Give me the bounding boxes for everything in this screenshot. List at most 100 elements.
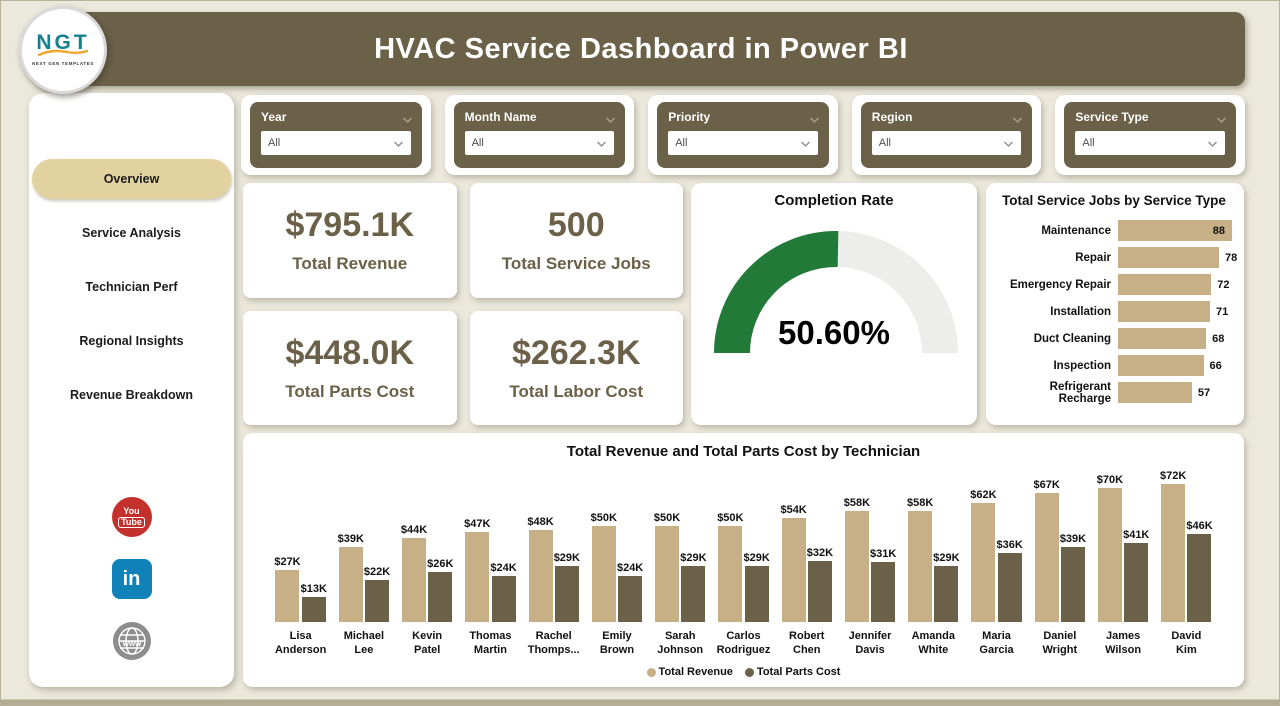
sidebar-spacer	[32, 415, 231, 497]
bar-value-label: $47K	[464, 517, 491, 530]
total-revenue-bar[interactable]	[338, 547, 363, 622]
total-parts-cost-bar[interactable]	[871, 562, 896, 622]
technician-x-label: Emily Brown	[599, 630, 635, 656]
total-parts-cost-bar[interactable]	[997, 552, 1022, 622]
chart-legend: Total Revenue Total Parts Cost	[269, 666, 1218, 678]
filter-card-priority: Priority All	[657, 102, 829, 168]
total-parts-cost-bar[interactable]	[934, 566, 959, 622]
service-type-bar[interactable]	[1118, 247, 1220, 268]
total-parts-cost-bar[interactable]	[807, 560, 832, 622]
total-parts-cost-bar[interactable]	[681, 566, 706, 622]
technician-x-label: Kevin Patel	[412, 630, 443, 656]
bar-value-label: $41K	[1123, 529, 1150, 542]
total-parts-cost-bar[interactable]	[554, 566, 579, 622]
gauge-title: Completion Rate	[774, 192, 894, 209]
bar-value-label: $29K	[933, 552, 960, 565]
service-type-label: Refrigerant Recharge	[1049, 380, 1111, 405]
total-parts-cost-bar[interactable]	[491, 575, 516, 622]
bar-value-label: 72	[1217, 278, 1230, 291]
total-revenue-bar[interactable]	[1034, 493, 1059, 622]
total-revenue-bar[interactable]	[1161, 483, 1186, 622]
sidebar-item-technician-perf[interactable]: Technician Perf	[85, 280, 178, 294]
legend-item-total-parts-cost[interactable]: Total Parts Cost	[744, 666, 841, 678]
chevron-down-icon[interactable]	[402, 110, 413, 128]
service-type-bar[interactable]	[1118, 274, 1212, 295]
bar-value-label: $31K	[870, 548, 897, 561]
total-parts-cost-column: $39K	[1060, 533, 1086, 622]
bar-value-label: 68	[1212, 332, 1225, 345]
total-revenue-column: $50K	[654, 512, 680, 622]
year-dropdown[interactable]: All	[261, 131, 411, 155]
total-revenue-bar[interactable]	[528, 529, 553, 622]
total-revenue-bar[interactable]	[1097, 487, 1122, 622]
total-parts-cost-bar[interactable]	[618, 575, 643, 622]
bar-value-label: $24K	[616, 561, 644, 574]
total-revenue-column: $39K	[338, 533, 364, 622]
bar-value-label: $62K	[970, 488, 997, 501]
service-type-row-repair: Repair 78	[996, 244, 1237, 271]
total-parts-cost-bar[interactable]	[365, 579, 390, 622]
total-parts-cost-bar[interactable]	[744, 566, 769, 622]
total-parts-cost-bar[interactable]	[1060, 547, 1085, 622]
bar-value-label: $13K	[300, 583, 327, 596]
chevron-down-icon[interactable]	[809, 110, 820, 128]
service-type-bar[interactable]	[1118, 328, 1207, 349]
sidebar-item-service-analysis[interactable]: Service Analysis	[82, 226, 181, 240]
bar-value-label: $44K	[400, 523, 428, 536]
sidebar-item-revenue-breakdown[interactable]: Revenue Breakdown	[70, 388, 193, 402]
service-type-bar[interactable]	[1118, 382, 1192, 403]
total-revenue-bar[interactable]	[591, 526, 616, 622]
website-icon[interactable]: www	[112, 621, 152, 661]
service-type-bar[interactable]	[1118, 220, 1232, 241]
technician-x-label: Rachel Thomps...	[527, 630, 580, 656]
total-parts-cost-column: $46K	[1186, 520, 1213, 622]
technician-x-label: Jennifer Davis	[848, 630, 892, 656]
total-revenue-bar[interactable]	[781, 518, 806, 622]
svg-text:www: www	[121, 639, 141, 648]
total-parts-cost-bar[interactable]	[1187, 533, 1212, 622]
kpi-card-total-parts-cost: $448.0K Total Parts Cost	[243, 310, 457, 425]
linkedin-icon[interactable]: in	[111, 559, 152, 599]
sidebar-item-regional-insights[interactable]: Regional Insights	[79, 334, 184, 348]
total-parts-cost-column: $31K	[870, 548, 896, 622]
total-revenue-bar[interactable]	[465, 531, 490, 622]
total-revenue-bar[interactable]	[402, 537, 426, 622]
total-revenue-bar[interactable]	[908, 510, 933, 622]
bar-track: 57	[1118, 382, 1232, 403]
logo-subtext: NEXT GEN TEMPLATES	[32, 61, 94, 66]
technician-x-label: Thomas Martin	[469, 630, 512, 656]
total-parts-cost-bar[interactable]	[1124, 543, 1149, 622]
service-type-bar[interactable]	[1118, 355, 1204, 376]
region-dropdown[interactable]: All	[871, 131, 1022, 155]
total-revenue-bar[interactable]	[971, 502, 996, 622]
month-name-dropdown[interactable]: All	[464, 131, 615, 155]
chevron-down-icon[interactable]	[605, 110, 616, 128]
service-type-bar[interactable]	[1118, 301, 1210, 322]
total-parts-cost-bar[interactable]	[301, 597, 326, 622]
service-type-dropdown[interactable]: All	[1075, 131, 1225, 155]
total-revenue-bar[interactable]	[275, 570, 300, 622]
bar-value-label: $32K	[806, 546, 834, 559]
social-links: You Tube in www	[32, 497, 231, 661]
total-parts-cost-column: $36K	[997, 539, 1023, 622]
total-revenue-bar[interactable]	[655, 526, 680, 622]
kpi-value: 500	[547, 206, 605, 245]
page-title: HVAC Service Dashboard in Power BI	[374, 32, 908, 65]
bar-value-label: 66	[1209, 359, 1222, 372]
bar-value-label: $27K	[274, 556, 301, 569]
bar-track: 68	[1118, 328, 1232, 349]
service-type-row-refrigerant-recharge: Refrigerant Recharge 57	[996, 379, 1232, 406]
total-revenue-bar[interactable]	[844, 510, 869, 622]
total-parts-cost-bar[interactable]	[428, 572, 453, 622]
total-revenue-bar[interactable]	[718, 526, 743, 622]
legend-label: Total Parts Cost	[756, 666, 841, 678]
chevron-down-icon[interactable]	[1216, 110, 1227, 128]
chevron-down-icon[interactable]	[1012, 110, 1023, 128]
youtube-icon[interactable]: You Tube	[111, 497, 152, 537]
total-revenue-column: $44K	[401, 524, 427, 622]
priority-dropdown[interactable]: All	[668, 131, 818, 155]
chevron-down-icon	[800, 134, 811, 152]
bar-value-label: $50K	[653, 512, 681, 524]
legend-item-total-revenue[interactable]: Total Revenue	[646, 666, 733, 678]
sidebar-item-overview[interactable]: Overview	[32, 159, 231, 199]
